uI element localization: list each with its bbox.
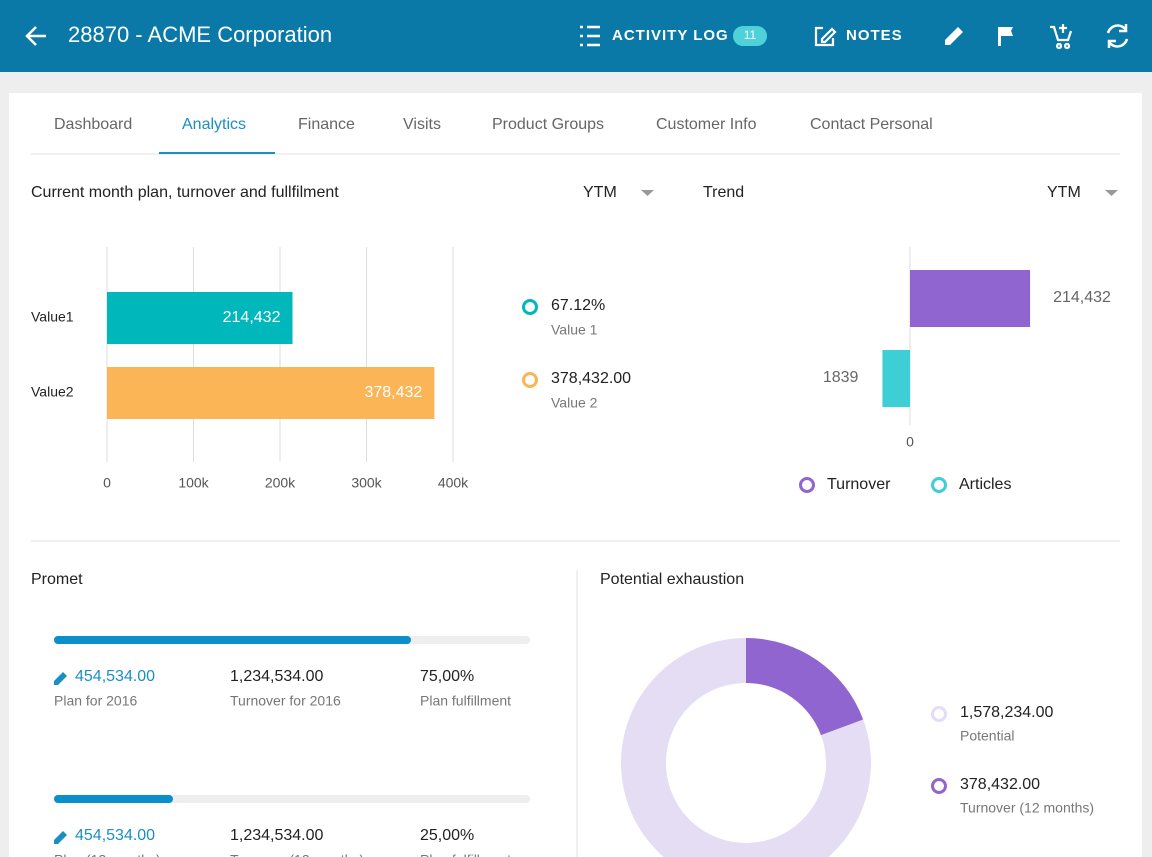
dropdown[interactable]: YTM	[1047, 184, 1081, 201]
donut-segment	[746, 638, 864, 736]
legend-label: Turnover	[827, 476, 891, 493]
badge-count: 11	[744, 28, 757, 42]
legend-marker	[799, 477, 815, 493]
legend-label: Potential	[960, 728, 1014, 744]
plan-value[interactable]: 454,534.00	[75, 668, 155, 685]
turnover-caption: Turnover (12 months)	[230, 852, 364, 857]
badge	[733, 26, 767, 46]
legend-label: Articles	[959, 476, 1011, 493]
turnover-value: 1,234,534.00	[230, 827, 324, 844]
edit-icon[interactable]	[54, 831, 67, 844]
legend-value: 1,578,234.00	[960, 704, 1054, 721]
section-title: Promet	[31, 571, 83, 588]
tab[interactable]: Finance	[298, 116, 355, 133]
edit-button[interactable]	[945, 27, 963, 45]
progress-caption: Plan fulfillment	[420, 693, 511, 709]
bar	[107, 367, 435, 419]
bar-value-label: 1839	[823, 369, 859, 386]
tab[interactable]: Product Groups	[492, 116, 604, 133]
notes-button[interactable]: NOTES	[814, 26, 903, 47]
bar-value-label: 214,432	[223, 309, 281, 326]
x-tick-label: 300k	[351, 475, 382, 491]
bar-value-label: 378,432	[364, 384, 422, 401]
bar	[107, 292, 293, 344]
section-title: Current month plan, turnover and fullfil…	[31, 184, 339, 201]
progress-track	[54, 795, 530, 803]
legend-label: Value 1	[551, 322, 598, 338]
action-label: ACTIVITY LOG	[612, 27, 729, 44]
refresh-button[interactable]	[1106, 24, 1129, 48]
legend-marker	[522, 299, 538, 315]
notes-icon	[814, 26, 837, 47]
plan-value[interactable]: 454,534.00	[75, 827, 155, 844]
turnover-value: 1,234,534.00	[230, 668, 324, 685]
bar	[910, 270, 1031, 327]
x-tick-label: 400k	[438, 475, 469, 491]
donut-segment	[621, 638, 871, 857]
category-label: Value2	[31, 384, 74, 400]
tab[interactable]: Dashboard	[54, 116, 132, 133]
plan-caption: Plan (12 months)	[54, 852, 161, 857]
activity-log-button[interactable]: ACTIVITY LOG 11	[580, 25, 767, 47]
app-bar	[0, 0, 1152, 72]
plan-caption: Plan for 2016	[54, 693, 137, 709]
dropdown[interactable]: YTM	[583, 184, 617, 201]
cart-button[interactable]	[1050, 24, 1073, 50]
x-tick-label: 200k	[265, 475, 296, 491]
bar	[882, 350, 910, 407]
legend-value: 378,432.00	[551, 370, 631, 387]
legend-label: Value 2	[551, 395, 598, 411]
list-icon	[580, 25, 600, 47]
turnover-caption: Turnover for 2016	[230, 693, 341, 709]
section-title: Potential exhaustion	[600, 571, 744, 588]
x-tick-label: 0	[906, 434, 914, 450]
tab[interactable]: Customer Info	[656, 116, 757, 133]
header-title: 28870 - ACME Corporation	[68, 22, 332, 47]
legend-value: 67.12%	[551, 297, 605, 314]
x-tick-label: 0	[103, 475, 111, 491]
card	[9, 93, 1142, 857]
progress-bar	[54, 795, 173, 803]
progress-value: 75,00%	[420, 668, 474, 685]
back-button[interactable]	[25, 26, 46, 46]
action-label: NOTES	[846, 27, 903, 44]
edit-icon[interactable]	[54, 672, 67, 685]
legend-marker	[931, 706, 947, 722]
flag-button[interactable]	[998, 27, 1013, 46]
bar-value-label: 214,432	[1053, 289, 1111, 306]
tab[interactable]: Visits	[403, 116, 441, 133]
category-label: Value1	[31, 309, 74, 325]
tab-indicator	[159, 152, 275, 154]
dropdown-arrow	[641, 190, 654, 196]
legend-label: Turnover (12 months)	[960, 800, 1094, 816]
legend-value: 378,432.00	[960, 776, 1040, 793]
dropdown-arrow	[1105, 190, 1118, 196]
x-tick-label: 100k	[178, 475, 209, 491]
progress-bar	[54, 636, 411, 644]
legend-marker	[522, 372, 538, 388]
section-title: Trend	[703, 184, 744, 201]
progress-value: 25,00%	[420, 827, 474, 844]
legend-marker	[931, 778, 947, 794]
legend-marker	[931, 477, 947, 493]
tab[interactable]: Analytics	[182, 116, 246, 133]
progress-caption: Plan fulfillment	[420, 852, 511, 857]
tab[interactable]: Contact Personal	[810, 116, 933, 133]
